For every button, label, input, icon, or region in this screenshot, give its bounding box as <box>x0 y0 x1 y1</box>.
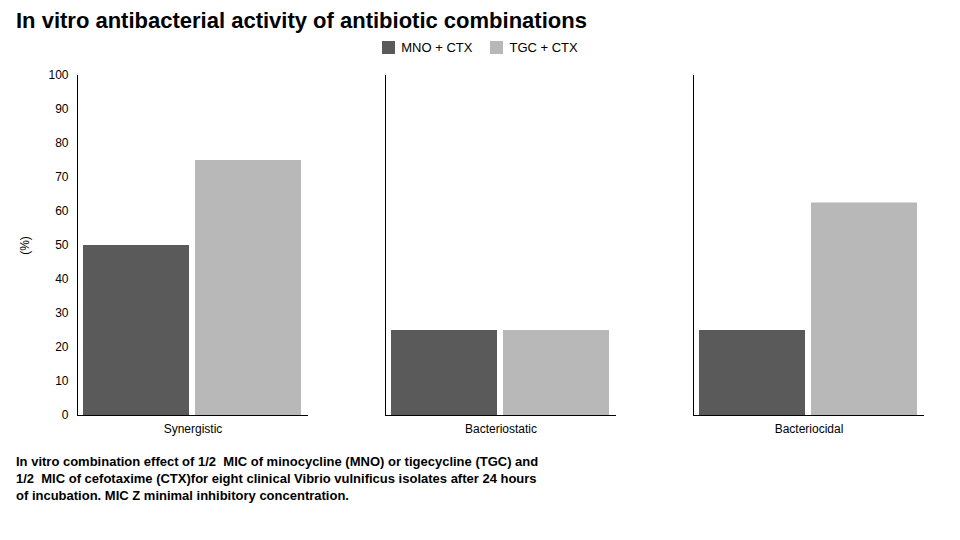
html-text:TGC + CTX: TGC + CTX <box>509 40 578 55</box>
svg-text:0: 0 <box>62 408 69 422</box>
svg-text:70: 70 <box>55 170 69 184</box>
html-text:In vitro combination effect of: In vitro combination effect of 1/2 MIC o… <box>16 454 539 469</box>
svg-text:20: 20 <box>55 340 69 354</box>
svg-text:Bacteriocidal: Bacteriocidal <box>775 422 844 436</box>
svg-text:60: 60 <box>55 204 69 218</box>
svg-text:100: 100 <box>48 68 68 82</box>
svg-text:40: 40 <box>55 272 69 286</box>
svg-text:80: 80 <box>55 136 69 150</box>
svg-text:(%): (%) <box>18 236 32 255</box>
svg-text:50: 50 <box>55 238 69 252</box>
svg-text:Synergistic: Synergistic <box>164 422 223 436</box>
svg-text:90: 90 <box>55 102 69 116</box>
html-text:In vitro antibacterial activit: In vitro antibacterial activity of antib… <box>16 8 587 33</box>
svg-text:10: 10 <box>55 374 69 388</box>
html-text:MNO + CTX: MNO + CTX <box>401 40 473 55</box>
svg-text:Bacteriostatic: Bacteriostatic <box>465 422 537 436</box>
svg-text:30: 30 <box>55 306 69 320</box>
html-text:1/2 MIC of cefotaxime (CTX)for: 1/2 MIC of cefotaxime (CTX)for eight cli… <box>16 471 537 486</box>
html-text:of incubation. MIC Z minimal i: of incubation. MIC Z minimal inhibitory … <box>16 488 349 503</box>
